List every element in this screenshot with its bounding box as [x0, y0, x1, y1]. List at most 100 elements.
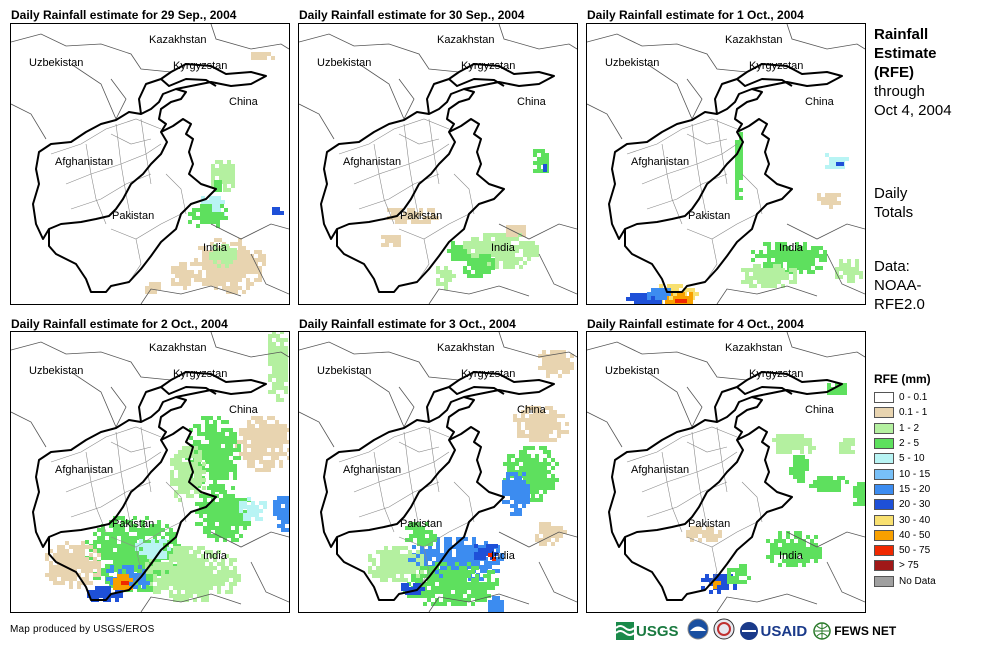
legend-item: 1 - 2: [874, 421, 936, 436]
country-label-china: China: [229, 96, 258, 108]
map-panel-3: Kazakhstan Kyrgyzstan Uzbekistan China Afgha…: [586, 23, 866, 305]
usaid-logo: USAID: [739, 621, 807, 641]
country-label-kyrgyzstan: Kyrgyzstan: [461, 60, 516, 72]
country-label-uzbekistan: Uzbekistan: [29, 57, 84, 69]
legend-label: 5 - 10: [899, 453, 925, 465]
country-label-pakistan: Pakistan: [688, 518, 731, 530]
country-label-uzbekistan: Uzbekistan: [317, 57, 372, 69]
rfe-legend: RFE (mm) 0 - 0.1 0.1 - 1 1 - 2 2 - 5 5 - 10 1…: [874, 372, 936, 589]
legend-swatch: [874, 545, 894, 557]
country-label-india: India: [203, 242, 227, 254]
panel-title-1: Daily Rainfall estimate for 29 Sep., 200…: [11, 8, 237, 22]
legend-item: 20 - 30: [874, 497, 936, 512]
legend-swatch: [874, 560, 894, 572]
country-label-kyrgyzstan: Kyrgyzstan: [173, 60, 228, 72]
country-label-kyrgyzstan: Kyrgyzstan: [173, 368, 228, 380]
legend-item: 50 - 75: [874, 543, 936, 558]
legend-label: No Data: [899, 575, 936, 587]
country-label-india: India: [203, 550, 227, 562]
map-panel-5: Kazakhstan Kyrgyzstan Uzbekistan China Afgha…: [298, 331, 578, 613]
credit-text: Map produced by USGS/EROS: [10, 624, 155, 635]
country-label-india: India: [491, 242, 515, 254]
logo-bar: USGS USAID FEWS NET: [616, 617, 896, 645]
country-label-india: India: [779, 242, 803, 254]
legend-label: 50 - 75: [899, 545, 931, 557]
country-label-kyrgyzstan: Kyrgyzstan: [749, 368, 804, 380]
legend-item: No Data: [874, 574, 936, 589]
country-label-kazakhstan: Kazakhstan: [725, 34, 783, 46]
legend-item: 10 - 15: [874, 466, 936, 481]
country-label-kazakhstan: Kazakhstan: [725, 342, 783, 354]
legend-item: 0 - 0.1: [874, 390, 936, 405]
country-label-kazakhstan: Kazakhstan: [437, 34, 495, 46]
noaa-logo: [687, 618, 709, 645]
legend-item: 5 - 10: [874, 451, 936, 466]
country-label-kazakhstan: Kazakhstan: [149, 342, 207, 354]
country-label-uzbekistan: Uzbekistan: [317, 365, 372, 377]
legend-label: 10 - 15: [899, 468, 931, 480]
legend-swatch: [874, 453, 894, 465]
country-label-pakistan: Pakistan: [400, 210, 443, 222]
country-label-kyrgyzstan: Kyrgyzstan: [749, 60, 804, 72]
rfe-heading: Rainfall Estimate (RFE) through Oct 4, 2…: [874, 26, 952, 119]
legend-title: RFE (mm): [874, 372, 931, 386]
legend-swatch: [874, 407, 894, 419]
legend-swatch: [874, 468, 894, 480]
country-label-afghanistan: Afghanistan: [55, 156, 114, 168]
country-label-afghanistan: Afghanistan: [343, 156, 402, 168]
legend-swatch: [874, 529, 894, 541]
country-label-afghanistan: Afghanistan: [631, 464, 690, 476]
legend-item: 2 - 5: [874, 436, 936, 451]
legend-item: 0.1 - 1: [874, 405, 936, 420]
legend-label: 1 - 2: [899, 422, 920, 434]
country-label-uzbekistan: Uzbekistan: [29, 365, 84, 377]
legend-label: > 75: [899, 560, 919, 572]
legend-swatch: [874, 575, 894, 587]
seal-logo: [713, 618, 735, 645]
country-label-kazakhstan: Kazakhstan: [437, 342, 495, 354]
daily-totals-label: Daily Totals: [874, 185, 914, 221]
fewsnet-logo: FEWS NET: [813, 622, 896, 640]
panel-title-3: Daily Rainfall estimate for 1 Oct., 2004: [587, 8, 804, 22]
country-label-kyrgyzstan: Kyrgyzstan: [461, 368, 516, 380]
country-label-india: India: [779, 550, 803, 562]
country-label-uzbekistan: Uzbekistan: [605, 365, 660, 377]
map-panel-4: Kazakhstan Kyrgyzstan Uzbekistan China Afgha…: [10, 331, 290, 613]
country-label-china: China: [805, 96, 834, 108]
legend-swatch: [874, 392, 894, 404]
country-label-afghanistan: Afghanistan: [343, 464, 402, 476]
country-label-pakistan: Pakistan: [400, 518, 443, 530]
legend-item: 15 - 20: [874, 482, 936, 497]
country-label-pakistan: Pakistan: [112, 210, 155, 222]
legend-swatch: [874, 514, 894, 526]
country-label-kazakhstan: Kazakhstan: [149, 34, 207, 46]
panel-title-2: Daily Rainfall estimate for 30 Sep., 200…: [299, 8, 525, 22]
country-label-afghanistan: Afghanistan: [631, 156, 690, 168]
country-label-india: India: [491, 550, 515, 562]
legend-swatch: [874, 499, 894, 511]
panel-title-5: Daily Rainfall estimate for 3 Oct., 2004: [299, 317, 516, 331]
country-label-china: China: [517, 404, 546, 416]
legend-label: 0.1 - 1: [899, 407, 928, 419]
legend-swatch: [874, 483, 894, 495]
map-panel-6: Kazakhstan Kyrgyzstan Uzbekistan China Afgha…: [586, 331, 866, 613]
legend-swatch: [874, 422, 894, 434]
map-panel-2: Kazakhstan Kyrgyzstan Uzbekistan China Afgha…: [298, 23, 578, 305]
legend-label: 0 - 0.1: [899, 392, 928, 404]
country-label-pakistan: Pakistan: [112, 518, 155, 530]
country-label-china: China: [805, 404, 834, 416]
legend-swatch: [874, 438, 894, 450]
data-source-label: Data: NOAA- RFE2.0: [874, 258, 925, 313]
country-label-china: China: [229, 404, 258, 416]
country-label-afghanistan: Afghanistan: [55, 464, 114, 476]
legend-item: 40 - 50: [874, 528, 936, 543]
legend-item: > 75: [874, 558, 936, 573]
panel-title-4: Daily Rainfall estimate for 2 Oct., 2004: [11, 317, 228, 331]
country-label-pakistan: Pakistan: [688, 210, 731, 222]
usgs-logo: USGS: [616, 622, 679, 640]
country-label-uzbekistan: Uzbekistan: [605, 57, 660, 69]
legend-label: 40 - 50: [899, 529, 931, 541]
legend-label: 15 - 20: [899, 483, 931, 495]
legend-label: 20 - 30: [899, 499, 931, 511]
country-label-china: China: [517, 96, 546, 108]
